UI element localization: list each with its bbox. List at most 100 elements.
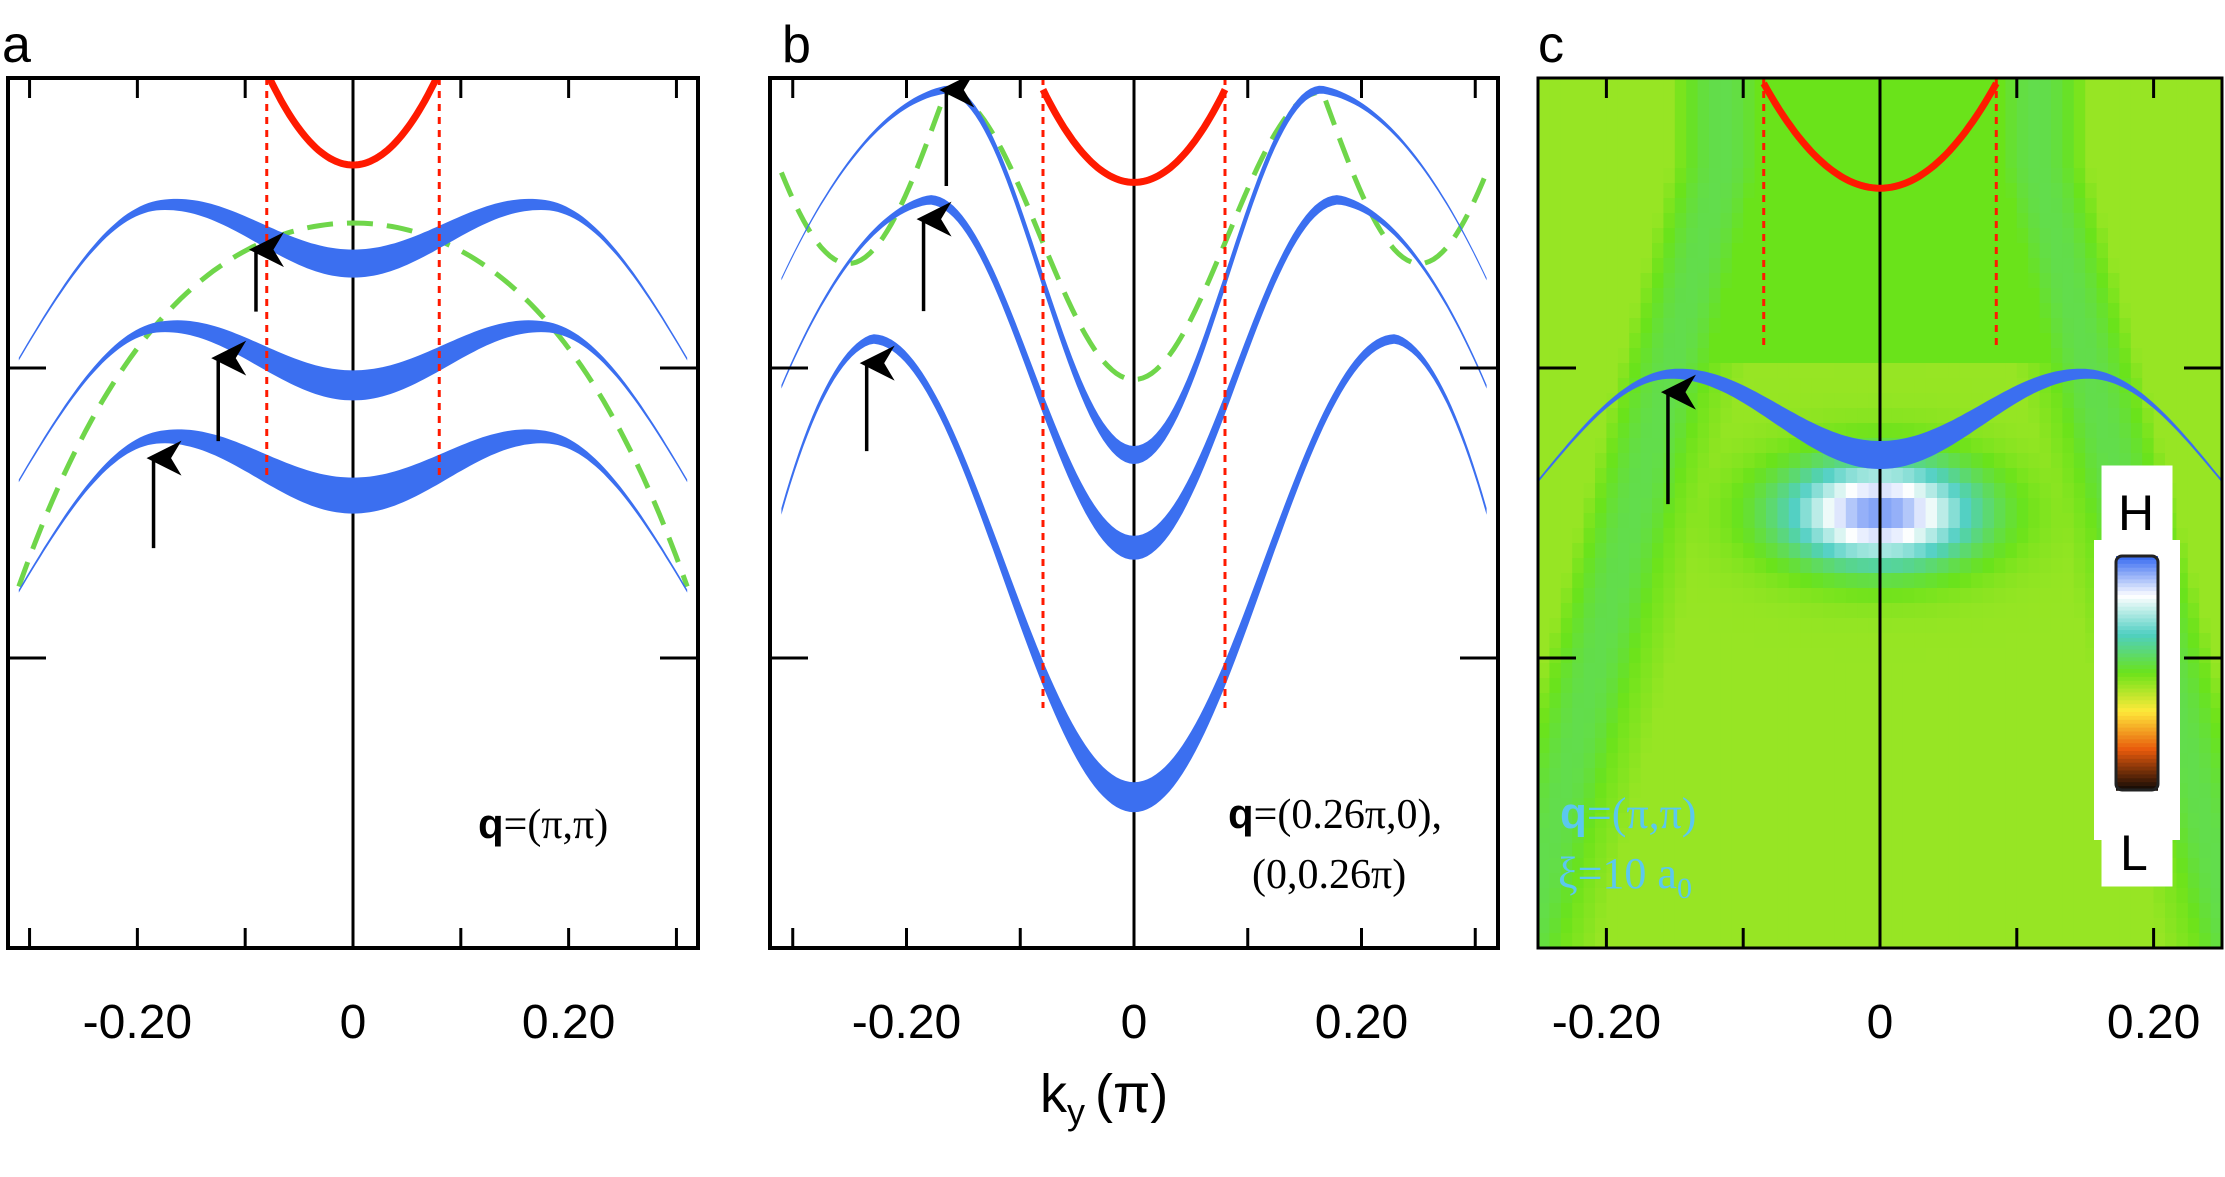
heatmap-cell	[2210, 348, 2222, 364]
heatmap-cell	[1629, 738, 1642, 754]
heatmap-cell	[2199, 183, 2212, 199]
heatmap-cell	[2051, 438, 2063, 454]
heatmap-cell	[1948, 228, 1961, 244]
heatmap-cell	[2005, 903, 2018, 919]
heatmap-cell	[1743, 498, 1756, 514]
heatmap-cell	[1845, 753, 1858, 769]
heatmap-cell	[1674, 348, 1687, 364]
heatmap-cell	[1640, 888, 1653, 904]
heatmap-cell	[1754, 753, 1767, 769]
heatmap-cell	[1549, 363, 1562, 379]
heatmap-cell	[1880, 153, 1892, 169]
heatmap-cell	[2028, 243, 2041, 259]
heatmap-cell	[1686, 243, 1699, 259]
x-tick-label: -0.20	[1552, 996, 1661, 1049]
heatmap-cell	[1606, 318, 1619, 334]
heatmap-cell	[1731, 738, 1744, 754]
heatmap-cell	[2210, 453, 2222, 469]
heatmap-cell	[1982, 663, 1995, 679]
heatmap-cell	[1845, 768, 1858, 784]
heatmap-cell	[1549, 798, 1562, 814]
heatmap-cell	[1538, 603, 1550, 619]
heatmap-cell	[1811, 498, 1824, 514]
heatmap-cell	[2028, 273, 2041, 289]
heatmap-cell	[1800, 798, 1813, 814]
heatmap-cell	[1617, 123, 1630, 139]
heatmap-cell	[1572, 198, 1585, 214]
heatmap-cell	[1572, 423, 1585, 439]
heatmap-cell	[1959, 303, 1972, 319]
heatmap-cell	[1937, 288, 1949, 304]
heatmap-cell	[1629, 903, 1642, 919]
heatmap-cell	[1994, 708, 2006, 724]
heatmap-cell	[1845, 318, 1858, 334]
heatmap-cell	[1652, 393, 1664, 409]
heatmap-cell	[1937, 768, 1949, 784]
heatmap-cell	[1595, 468, 1607, 484]
heatmap-cell	[1697, 753, 1710, 769]
heatmap-cell	[1800, 213, 1813, 229]
heatmap-cell	[2108, 228, 2120, 244]
x-tick-label: 0	[340, 996, 367, 1049]
heatmap-cell	[1971, 213, 1984, 229]
heatmap-cell	[1982, 318, 1995, 334]
heatmap-cell	[1902, 843, 1915, 859]
heatmap-cell	[1709, 753, 1721, 769]
heatmap-cell	[1560, 828, 1573, 844]
heatmap-cell	[2187, 648, 2200, 664]
heatmap-cell	[1811, 333, 1824, 349]
heatmap-cell	[1902, 123, 1915, 139]
colorbar-swatch	[2116, 614, 2158, 620]
colorbar-high-label: H	[2118, 485, 2154, 541]
heatmap-cell	[2142, 243, 2155, 259]
heatmap-cell	[1686, 828, 1699, 844]
heatmap-cell	[1640, 423, 1653, 439]
heatmap-cell	[2130, 303, 2143, 319]
heatmap-cell	[1925, 858, 1938, 874]
heatmap-cell	[1891, 558, 1904, 574]
heatmap-cell	[1880, 318, 1892, 334]
heatmap-cell	[1823, 228, 1835, 244]
heatmap-cell	[2039, 723, 2052, 739]
heatmap-cell	[1743, 693, 1756, 709]
heatmap-cell	[1663, 723, 1676, 739]
heatmap-cell	[1674, 198, 1687, 214]
heatmap-cell	[1914, 468, 1927, 484]
heatmap-cell	[2005, 438, 2018, 454]
heatmap-cell	[1948, 693, 1961, 709]
heatmap-cell	[1560, 678, 1573, 694]
heatmap-cell	[1538, 903, 1550, 919]
heatmap-cell	[1731, 543, 1744, 559]
heatmap-cell	[2199, 933, 2212, 948]
heatmap-cell	[1663, 198, 1676, 214]
heatmap-cell	[1629, 453, 1642, 469]
heatmap-cell	[1857, 588, 1870, 604]
heatmap-cell	[1937, 123, 1949, 139]
heatmap-cell	[1845, 153, 1858, 169]
heatmap-cell	[1766, 348, 1778, 364]
heatmap-cell	[1617, 108, 1630, 124]
heatmap-cell	[1823, 933, 1835, 948]
colorbar-swatch	[2116, 743, 2158, 748]
heatmap-cell	[1811, 858, 1824, 874]
heatmap-cell	[1868, 303, 1881, 319]
heatmap-cell	[1709, 183, 1721, 199]
heatmap-cell	[1686, 633, 1699, 649]
heatmap-cell	[1994, 798, 2006, 814]
heatmap-cell	[1902, 663, 1915, 679]
heatmap-cell	[2062, 543, 2075, 559]
heatmap-cell	[1583, 918, 1596, 934]
heatmap-cell	[1994, 828, 2006, 844]
heatmap-cell	[1595, 453, 1607, 469]
heatmap-cell	[1652, 528, 1664, 544]
heatmap-cell	[1595, 558, 1607, 574]
heatmap-cell	[2028, 483, 2041, 499]
heatmap-cell	[1731, 723, 1744, 739]
heatmap-cell	[1697, 618, 1710, 634]
heatmap-cell	[1686, 393, 1699, 409]
heatmap-cell	[1971, 243, 1984, 259]
heatmap-cell	[1595, 783, 1607, 799]
heatmap-cell	[1857, 738, 1870, 754]
heatmap-cell	[2187, 588, 2200, 604]
heatmap-cell	[1937, 378, 1949, 394]
